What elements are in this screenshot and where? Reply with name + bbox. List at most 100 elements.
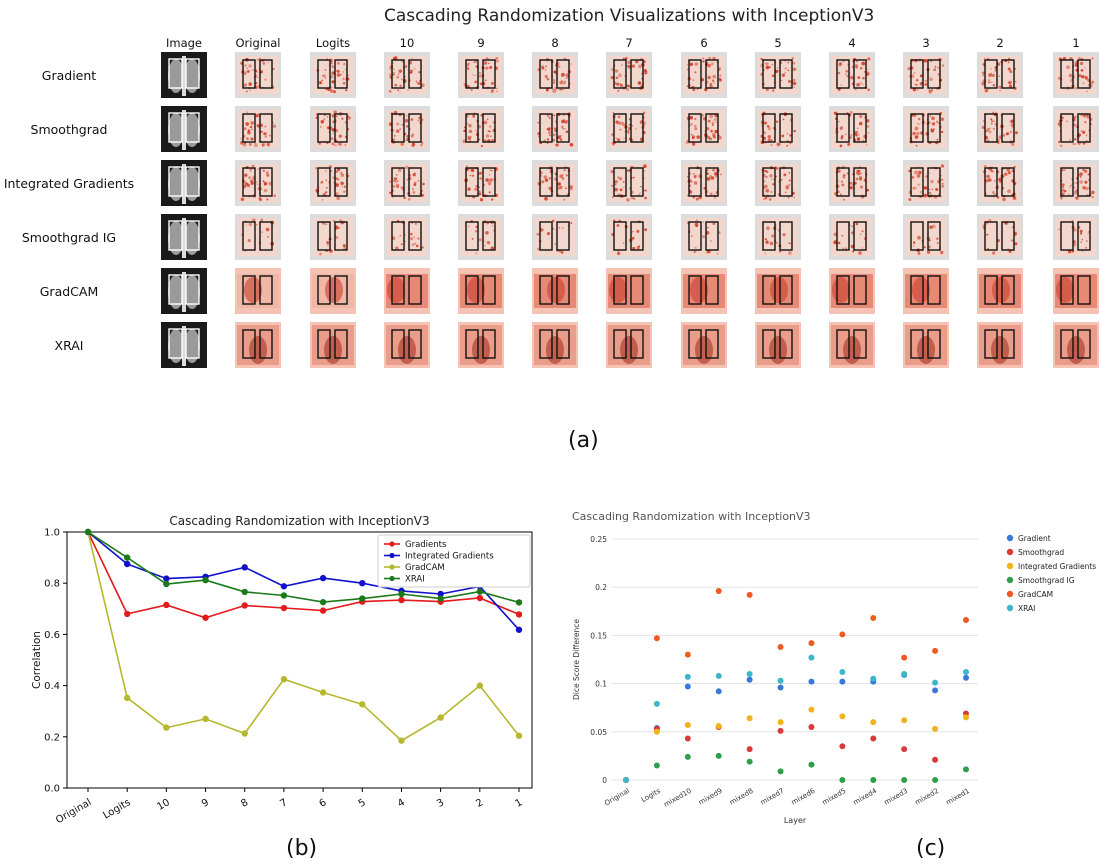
data-point (241, 564, 248, 571)
saliency-thumbnail (384, 160, 430, 206)
saliency-thumbnail (532, 106, 578, 152)
panel-a-title: Cascading Randomization Visualizations w… (384, 6, 875, 26)
saliency-thumbnail (755, 214, 801, 260)
row-label: Smoothgrad IG (21, 230, 117, 245)
saliency-thumbnail (903, 322, 949, 368)
saliency-thumbnail (681, 214, 727, 260)
legend-marker (1006, 576, 1014, 584)
saliency-thumbnail (977, 106, 1023, 152)
x-tick-label: mixed8 (728, 787, 754, 807)
data-point (746, 715, 753, 722)
data-point (202, 715, 209, 723)
legend-marker (1006, 590, 1014, 598)
x-tick-label: Original (54, 797, 93, 825)
saliency-thumbnail (903, 214, 949, 260)
x-tick-label: mixed5 (821, 787, 847, 807)
saliency-thumbnail (606, 106, 652, 152)
x-tick-label: 1 (513, 797, 524, 810)
legend-marker (1006, 562, 1014, 570)
xray-thumbnail (161, 106, 207, 152)
row-label: Smoothgrad (30, 122, 108, 137)
x-tick-label: 9 (200, 797, 211, 810)
data-point (901, 670, 908, 677)
saliency-thumbnail (235, 322, 281, 368)
data-point (359, 595, 366, 602)
xray-thumbnail (161, 214, 207, 260)
x-tick-label: Logits (101, 797, 132, 821)
data-point (777, 684, 784, 691)
data-point (932, 647, 939, 654)
data-point (515, 732, 523, 739)
saliency-thumbnail (755, 160, 801, 206)
column-label: 6 (700, 36, 708, 50)
saliency-thumbnail (1053, 160, 1099, 206)
data-point (839, 631, 846, 638)
data-point (398, 596, 405, 604)
data-point (963, 616, 969, 623)
saliency-thumbnail (458, 268, 504, 314)
saliency-thumbnail (606, 322, 652, 368)
data-point (777, 719, 784, 726)
saliency-thumbnail (977, 214, 1023, 260)
data-point (359, 701, 366, 708)
legend-label: GradCAM (1018, 590, 1053, 599)
saliency-thumbnail (829, 106, 875, 152)
saliency-thumbnail (384, 268, 430, 314)
data-point (932, 687, 939, 694)
legend-marker (1006, 534, 1014, 542)
saliency-thumbnail (235, 268, 281, 314)
y-tick-label: 0.2 (595, 583, 607, 592)
panel-c-caption: (c) (916, 836, 946, 861)
data-point (398, 737, 405, 744)
data-point (870, 615, 877, 622)
data-point (777, 643, 784, 650)
legend-box (377, 534, 531, 588)
column-label: 3 (922, 36, 930, 50)
saliency-thumbnail (606, 160, 652, 206)
column-label: Logits (315, 36, 351, 50)
y-tick-label: 0.6 (44, 630, 60, 641)
saliency-thumbnail (458, 106, 504, 152)
data-point (715, 588, 722, 595)
data-point (684, 683, 691, 690)
data-point (839, 713, 846, 720)
saliency-thumbnail (755, 322, 801, 368)
data-point (437, 595, 444, 602)
x-tick-label: 7 (278, 797, 289, 810)
panel-b-caption: (b) (286, 836, 318, 861)
saliency-thumbnail (235, 160, 281, 206)
saliency-thumbnail (606, 268, 652, 314)
chart-title: Cascading Randomization with InceptionV3 (572, 510, 811, 523)
x-tick-label: mixed6 (790, 787, 817, 807)
saliency-thumbnail (1053, 106, 1099, 152)
data-point (123, 560, 131, 568)
saliency-thumbnail (458, 52, 504, 98)
saliency-thumbnail (829, 268, 875, 314)
data-point (319, 689, 327, 696)
data-point (839, 669, 846, 676)
x-tick-label: 8 (239, 797, 250, 810)
line-chart-b: Cascading Randomization with InceptionV3… (31, 514, 533, 825)
data-point (163, 580, 170, 588)
saliency-thumbnail (384, 106, 430, 152)
data-point (932, 777, 939, 783)
data-point (870, 719, 877, 726)
data-point (653, 762, 660, 769)
saliency-thumbnail (532, 160, 578, 206)
row-label: GradCAM (39, 284, 99, 299)
data-point (653, 700, 660, 707)
series-line (87, 531, 520, 619)
data-point (241, 588, 248, 596)
legend-marker (1006, 548, 1014, 556)
data-point (163, 575, 170, 582)
data-point (715, 688, 722, 695)
data-point (777, 768, 784, 775)
saliency-thumbnail (829, 322, 875, 368)
saliency-thumbnail (310, 268, 356, 314)
column-label: 4 (848, 36, 856, 50)
y-tick-label: 0.2 (44, 732, 60, 743)
saliency-thumbnail (903, 268, 949, 314)
x-tick-label: 4 (396, 797, 407, 810)
saliency-thumbnail (606, 52, 652, 98)
saliency-thumbnail (384, 322, 430, 368)
